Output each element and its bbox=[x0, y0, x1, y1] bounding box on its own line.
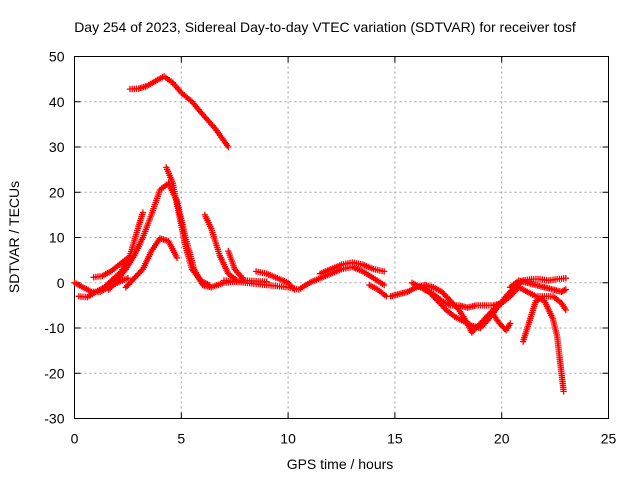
data-markers-path bbox=[71, 275, 132, 295]
x-tick-label: 25 bbox=[601, 431, 617, 447]
x-tick-label: 0 bbox=[71, 431, 79, 447]
plot-frame bbox=[74, 56, 609, 419]
y-tick-label: 10 bbox=[49, 230, 65, 246]
data-markers-path bbox=[90, 254, 132, 281]
data-series-arc-k bbox=[316, 259, 388, 277]
data-series-arc-a bbox=[126, 73, 232, 151]
data-markers bbox=[71, 73, 569, 395]
data-markers-path bbox=[225, 247, 247, 283]
data-markers-path bbox=[163, 164, 213, 289]
data-markers-path bbox=[201, 211, 240, 284]
x-tick-label: 10 bbox=[280, 431, 296, 447]
data-series-arc-q bbox=[490, 311, 514, 334]
data-markers-path bbox=[421, 284, 569, 314]
x-tick-label: 5 bbox=[177, 431, 185, 447]
y-tick-label: 30 bbox=[49, 139, 65, 155]
y-axis-label: SDTVAR / TECUs bbox=[6, 181, 22, 293]
y-tick-label: 50 bbox=[49, 49, 65, 65]
x-tick-label: 15 bbox=[387, 431, 403, 447]
axis-ticks: 0 5 10 15 20 25 -30 -20 -10 0 10 20 30 40 50 bbox=[44, 49, 616, 447]
data-series-arc-c bbox=[105, 180, 270, 293]
y-tick-label: -30 bbox=[44, 411, 64, 427]
chart-title: Day 254 of 2023, Sidereal Day-to-day VTE… bbox=[74, 19, 576, 35]
data-markers-path bbox=[507, 277, 569, 295]
data-markers-path bbox=[105, 180, 270, 293]
y-tick-label: -10 bbox=[44, 320, 64, 336]
y-tick-label: 40 bbox=[49, 94, 65, 110]
data-series-arc-f bbox=[201, 211, 240, 284]
y-tick-label: 0 bbox=[57, 275, 65, 291]
data-markers-path bbox=[316, 259, 388, 277]
data-series-arc-g bbox=[225, 247, 247, 283]
grid bbox=[74, 56, 609, 419]
data-series-arc-e bbox=[122, 235, 181, 291]
x-tick-label: 20 bbox=[494, 431, 510, 447]
data-markers-path bbox=[126, 73, 232, 151]
x-axis-label: GPS time / hours bbox=[287, 456, 394, 472]
data-series-arc-p bbox=[421, 284, 569, 314]
data-series-arc-d bbox=[163, 164, 213, 289]
data-markers-path bbox=[519, 295, 567, 395]
data-series-arc-r bbox=[507, 277, 569, 295]
data-series-arc-i bbox=[90, 254, 132, 281]
data-markers-path bbox=[220, 263, 388, 293]
data-series-arc-l bbox=[252, 268, 298, 293]
data-series-arc-m bbox=[366, 281, 390, 300]
y-tick-label: 20 bbox=[49, 184, 65, 200]
data-markers-path bbox=[252, 268, 298, 293]
data-series-arc-j bbox=[220, 263, 388, 293]
data-markers-path bbox=[122, 235, 181, 291]
data-series-arc-s bbox=[519, 295, 567, 395]
y-tick-label: -20 bbox=[44, 365, 64, 381]
data-series-arc-h bbox=[71, 275, 132, 295]
data-markers-path bbox=[490, 311, 514, 334]
data-markers-path bbox=[366, 281, 390, 300]
